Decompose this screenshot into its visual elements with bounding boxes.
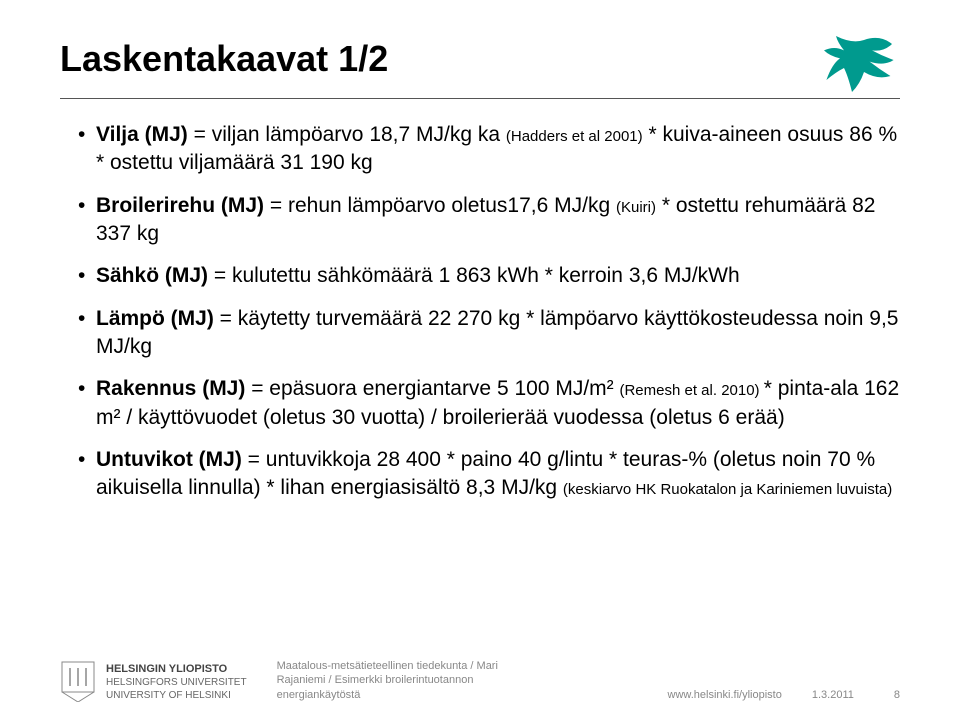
bullet-text: = käytetty turvemäärä 22 270 kg * lämpöa… (96, 307, 898, 358)
university-crest-icon (60, 660, 96, 702)
bullet-label: Sähkö (MJ) (96, 264, 208, 287)
bullet-text: = kulutettu sähkömäärä 1 863 kWh * kerro… (208, 264, 740, 287)
bullet-item: Lämpö (MJ) = käytetty turvemäärä 22 270 … (78, 305, 900, 362)
bullet-item: Rakennus (MJ) = epäsuora energiantarve 5… (78, 375, 900, 432)
bullet-text: = viljan lämpöarvo 18,7 MJ/kg ka (188, 123, 506, 146)
bullet-label: Broilerirehu (MJ) (96, 194, 264, 217)
university-name-en: UNIVERSITY OF HELSINKI (106, 689, 247, 702)
footer-faculty-line: Rajaniemi / Esimerkki broilerintuotannon (277, 673, 812, 687)
bullet-item: Vilja (MJ) = viljan lämpöarvo 18,7 MJ/kg… (78, 121, 900, 178)
flame-logo (820, 28, 900, 108)
bullet-citation: (Kuiri) (616, 199, 656, 216)
footer-date: 1.3.2011 (812, 688, 854, 702)
bullet-citation: (Hadders et al 2001) (506, 128, 643, 145)
footer: HELSINGIN YLIOPISTO HELSINGFORS UNIVERSI… (60, 659, 900, 702)
footer-university-names: HELSINGIN YLIOPISTO HELSINGFORS UNIVERSI… (106, 662, 247, 702)
bullet-citation: (keskiarvo HK Ruokatalon ja Kariniemen l… (563, 481, 892, 498)
title-divider (60, 98, 900, 99)
bullet-text: = epäsuora energiantarve 5 100 MJ/m² (245, 377, 619, 400)
footer-page-number: 8 (894, 688, 900, 702)
bullet-text: = rehun lämpöarvo oletus17,6 MJ/kg (264, 194, 616, 217)
bullet-label: Vilja (MJ) (96, 123, 188, 146)
footer-center: Maatalous-metsätieteellinen tiedekunta /… (247, 659, 812, 702)
footer-right: 1.3.2011 8 (812, 659, 900, 702)
bullet-list: Vilja (MJ) = viljan lämpöarvo 18,7 MJ/kg… (60, 121, 900, 503)
bullet-label: Rakennus (MJ) (96, 377, 245, 400)
bullet-item: Broilerirehu (MJ) = rehun lämpöarvo olet… (78, 192, 900, 249)
bullet-label: Untuvikot (MJ) (96, 448, 242, 471)
bullet-item: Untuvikot (MJ) = untuvikkoja 28 400 * pa… (78, 446, 900, 503)
bullet-citation: (Remesh et al. 2010) (619, 382, 763, 399)
university-name-fi: HELSINGIN YLIOPISTO (106, 662, 247, 676)
bullet-label: Lämpö (MJ) (96, 307, 214, 330)
slide-title: Laskentakaavat 1/2 (60, 38, 900, 80)
footer-faculty-line: Maatalous-metsätieteellinen tiedekunta /… (277, 659, 812, 673)
slide: Laskentakaavat 1/2 Vilja (MJ) = viljan l… (0, 0, 960, 716)
footer-faculty-line: energiankäytöstä (277, 688, 361, 702)
footer-url: www.helsinki.fi/yliopisto (668, 688, 812, 702)
university-name-sv: HELSINGFORS UNIVERSITET (106, 676, 247, 689)
bullet-item: Sähkö (MJ) = kulutettu sähkömäärä 1 863 … (78, 262, 900, 290)
